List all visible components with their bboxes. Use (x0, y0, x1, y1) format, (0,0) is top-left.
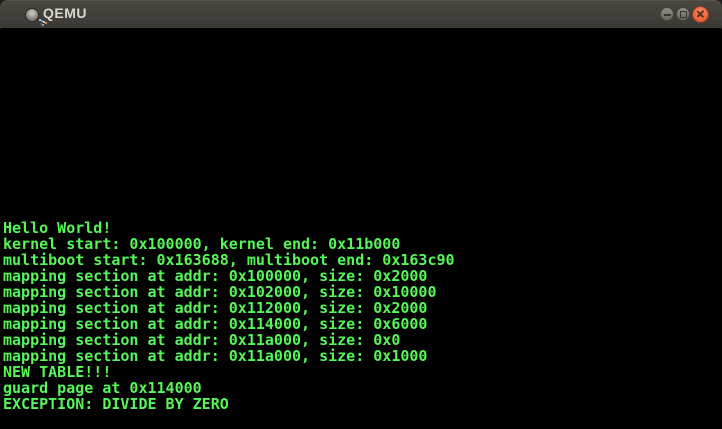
maximize-button[interactable] (676, 7, 690, 21)
console-line: mapping section at addr: 0x102000, size:… (3, 283, 437, 301)
console-line: mapping section at addr: 0x114000, size:… (3, 315, 428, 333)
minimize-button[interactable] (660, 7, 674, 21)
window-controls (660, 0, 709, 28)
console-line: NEW TABLE!!! (3, 363, 112, 381)
maximize-icon (679, 10, 687, 18)
qemu-window-icon (25, 8, 39, 22)
console-line: multiboot start: 0x163688, multiboot end… (3, 251, 455, 269)
console-line: kernel start: 0x100000, kernel end: 0x11… (3, 235, 401, 253)
window-title: QEMU (43, 5, 87, 21)
console-line: EXCEPTION: DIVIDE BY ZERO (3, 395, 229, 413)
console-line: mapping section at addr: 0x100000, size:… (3, 267, 428, 285)
vga-console[interactable]: Hello World! kernel start: 0x100000, ker… (1, 28, 721, 428)
minimize-icon (663, 13, 671, 16)
console-line: mapping section at addr: 0x112000, size:… (3, 299, 428, 317)
titlebar[interactable]: QEMU (0, 0, 722, 29)
console-line: mapping section at addr: 0x11a000, size:… (3, 347, 428, 365)
console-line: mapping section at addr: 0x11a000, size:… (3, 331, 401, 349)
close-button[interactable] (692, 5, 709, 23)
console-line: Hello World! (3, 219, 112, 237)
console-line: guard page at 0x114000 (3, 379, 202, 397)
icon-pixel-artifact (39, 19, 41, 21)
